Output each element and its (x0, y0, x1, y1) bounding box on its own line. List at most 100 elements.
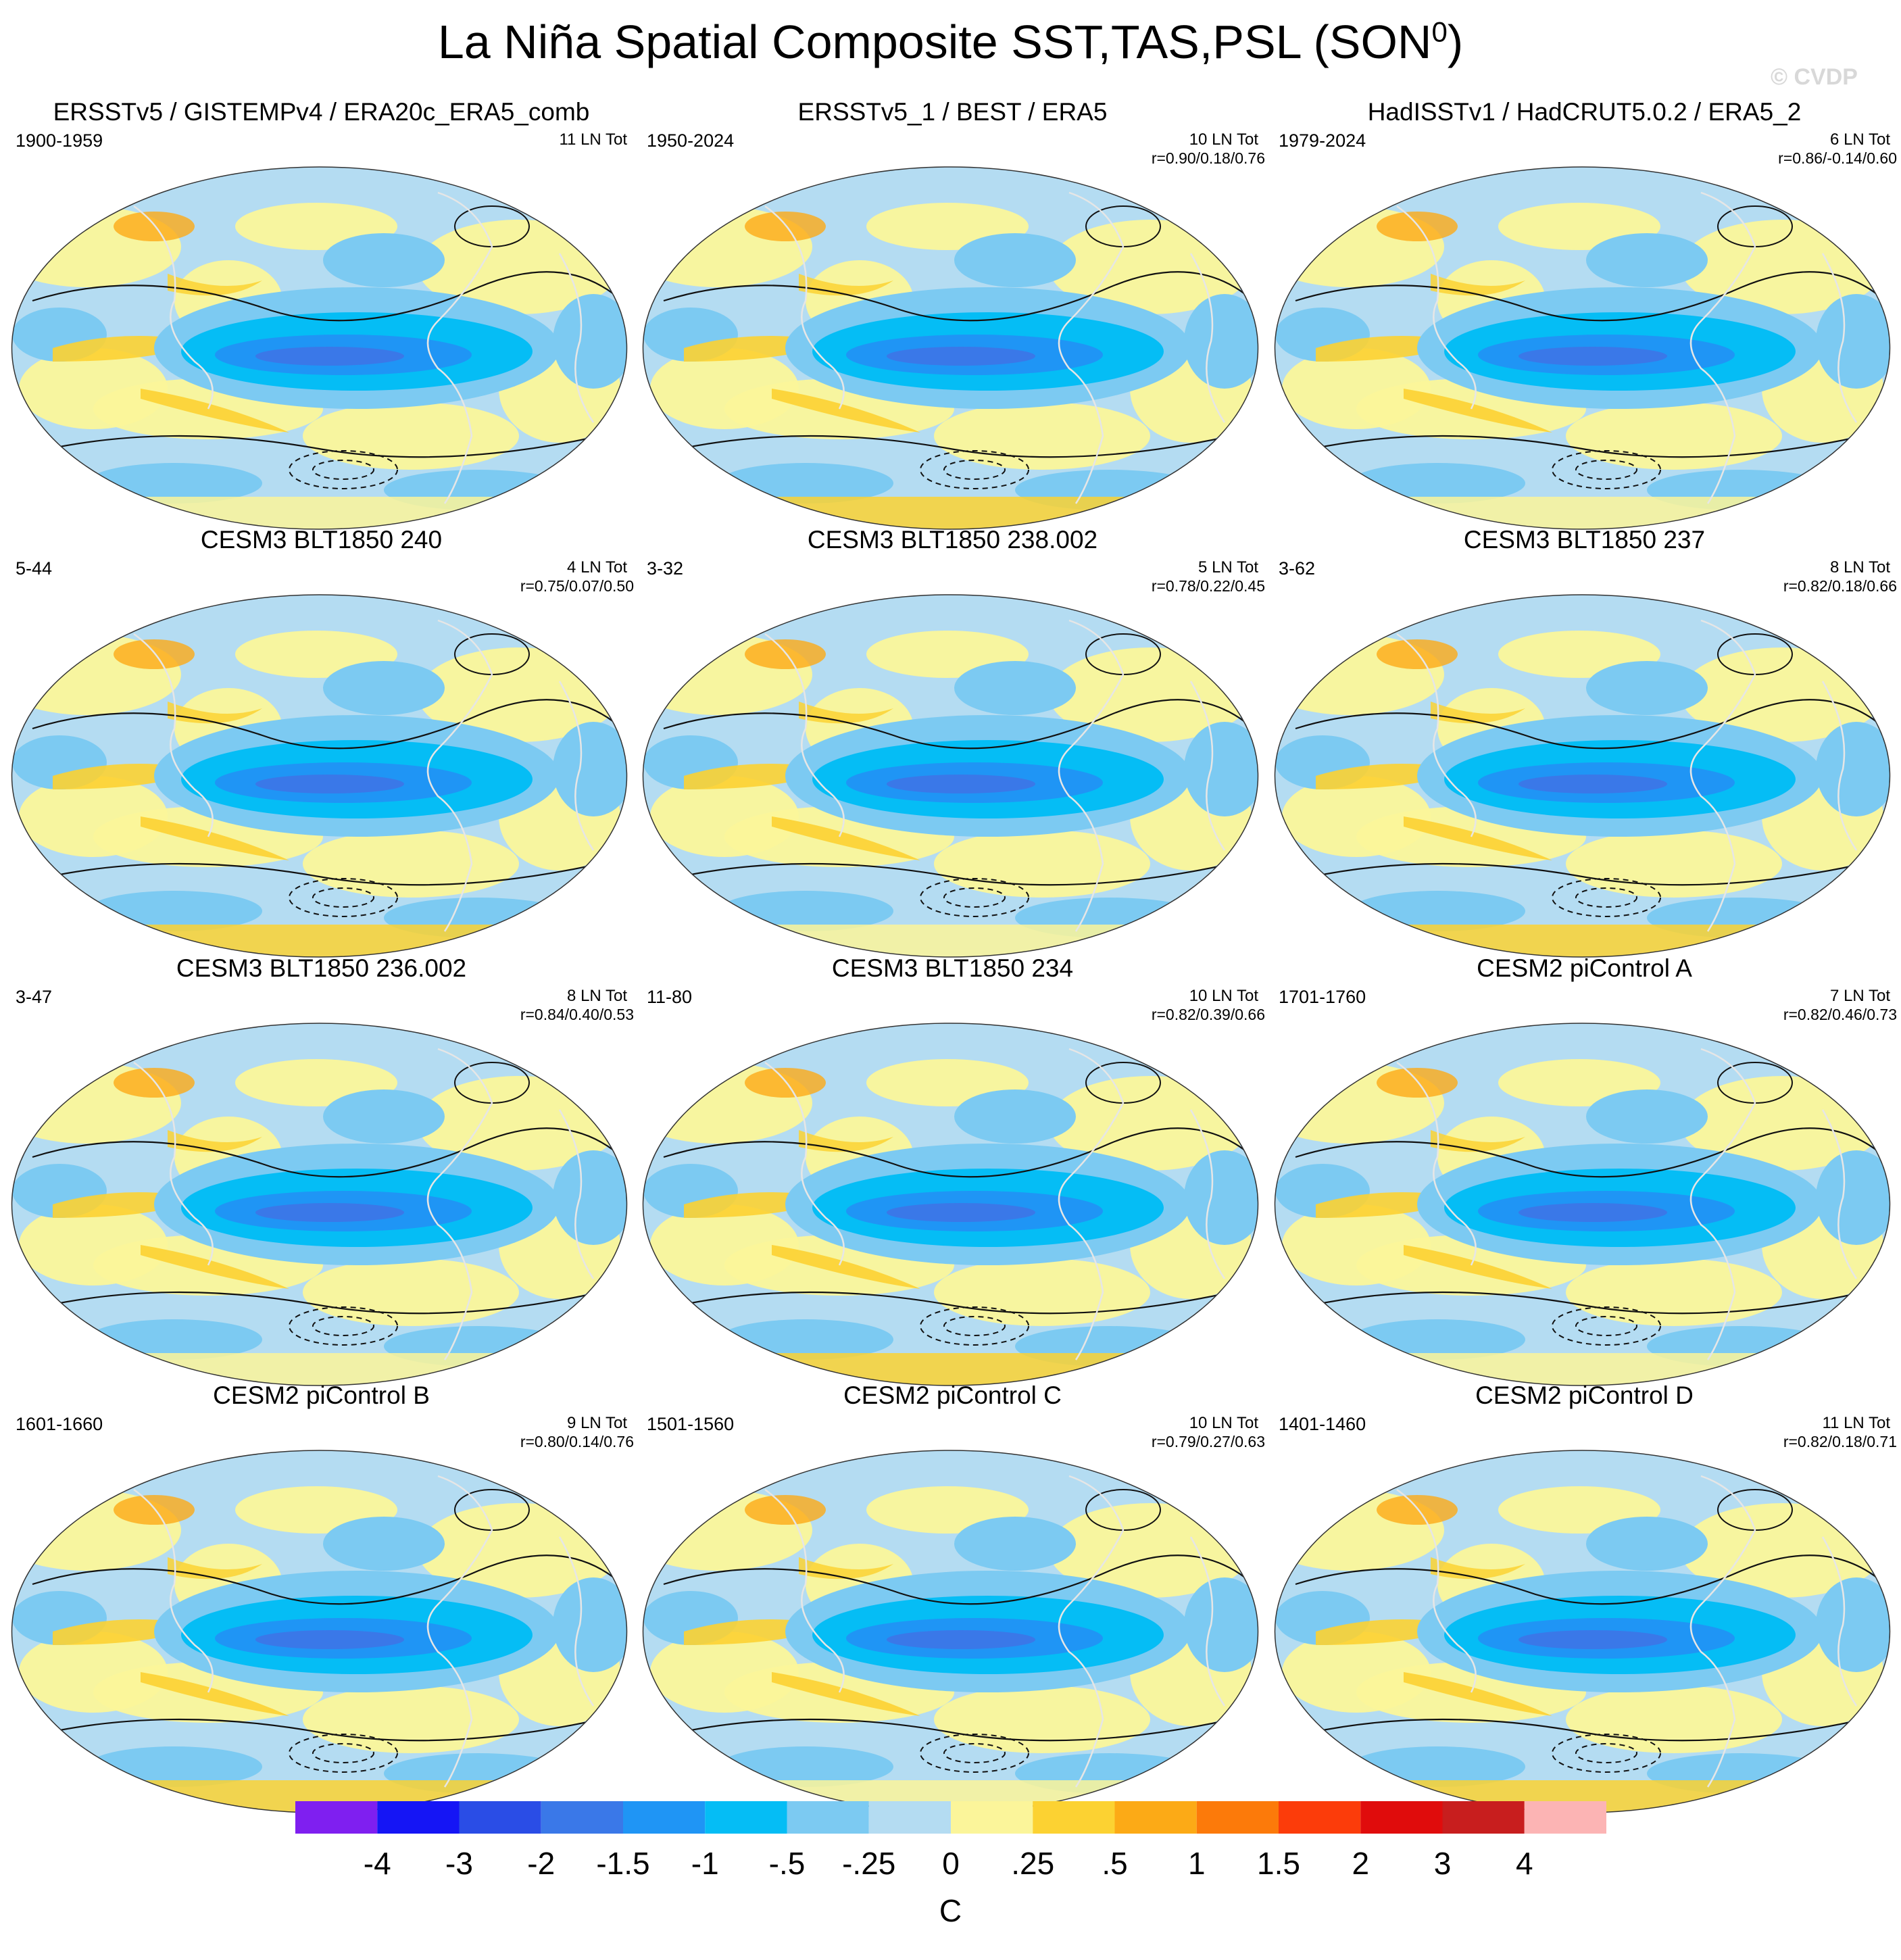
colorbar-tick-label: -2 (527, 1846, 556, 1881)
panel-title: CESM2 piControl A (1477, 954, 1692, 982)
robinson-map (642, 166, 1259, 530)
panel-title: CESM3 BLT1850 236.002 (176, 954, 467, 982)
colorbar-swatch (295, 1801, 378, 1834)
panel-pattern-correlation: r=0.82/0.39/0.66 (1151, 1006, 1265, 1023)
robinson-map (11, 166, 628, 530)
robinson-map (642, 1023, 1259, 1386)
panel-event-count: 9 LN Tot (567, 1414, 627, 1432)
colorbar-swatch (377, 1801, 460, 1834)
panel-period: 1501-1560 (647, 1414, 735, 1434)
panel-pattern-correlation: r=0.90/0.18/0.76 (1151, 149, 1265, 167)
colorbar-tick-label: 1.5 (1257, 1846, 1300, 1881)
colorbar-swatch (623, 1801, 706, 1834)
panel-pattern-correlation: r=0.82/0.46/0.73 (1783, 1006, 1897, 1023)
figure-title: La Niña Spatial Composite SST,TAS,PSL (S… (437, 16, 1464, 68)
panel-period: 5-44 (16, 558, 53, 579)
cvdp-watermark: © CVDP (1771, 64, 1858, 90)
panel-event-count: 10 LN Tot (1189, 130, 1258, 149)
panel-title: CESM3 BLT1850 240 (200, 526, 443, 554)
map-panel: CESM3 BLT1850 236.002 3-47 8 LN Tot r=0.84/… (5, 954, 637, 1387)
panel-pattern-correlation: r=0.82/0.18/0.66 (1783, 577, 1897, 595)
panel-period: 3-47 (16, 987, 53, 1007)
colorbar-swatch (1360, 1801, 1443, 1834)
panel-title: CESM2 piControl C (843, 1381, 1062, 1409)
colorbar-swatch (541, 1801, 623, 1834)
colorbar-tick-label: -1 (691, 1846, 719, 1881)
colorbar-tick-label: 0 (942, 1846, 960, 1881)
panel-title: ERSSTv5_1 / BEST / ERA5 (797, 98, 1108, 126)
panel-pattern-correlation: r=0.79/0.27/0.63 (1151, 1433, 1265, 1450)
map-panel: ERSSTv5 / GISTEMPv4 / ERA20c_ERA5_comb 19… (5, 98, 637, 531)
panel-event-count: 7 LN Tot (1830, 987, 1890, 1005)
panel-title: CESM2 piControl D (1475, 1381, 1694, 1409)
colorbar-tick-label: -3 (445, 1846, 473, 1881)
map-panel: CESM2 piControl C 1501-1560 10 LN Tot r=0.7… (637, 1381, 1268, 1814)
colorbar-swatch (1279, 1801, 1361, 1834)
panel-pattern-correlation: r=0.80/0.14/0.76 (520, 1433, 634, 1450)
panel-title: CESM3 BLT1850 234 (831, 954, 1074, 982)
robinson-map (642, 594, 1259, 958)
panel-period: 1401-1460 (1279, 1414, 1366, 1434)
colorbar-swatch (868, 1801, 951, 1834)
colorbar-swatch (1196, 1801, 1279, 1834)
robinson-map (11, 1023, 628, 1386)
colorbar-swatch (1524, 1801, 1606, 1834)
colorbar (295, 1801, 1606, 1834)
panel-event-count: 4 LN Tot (567, 558, 627, 577)
map-panel: CESM3 BLT1850 238.002 3-32 5 LN Tot r=0.78/… (637, 526, 1268, 958)
colorbar-tick-label: .5 (1102, 1846, 1128, 1881)
panel-title: CESM3 BLT1850 237 (1463, 526, 1706, 554)
panel-event-count: 8 LN Tot (567, 987, 627, 1005)
panel-period: 1979-2024 (1279, 130, 1366, 151)
panel-title: CESM2 piControl B (213, 1381, 430, 1409)
colorbar-tick-label: .25 (1011, 1846, 1055, 1881)
map-panel: CESM3 BLT1850 234 11-80 10 LN Tot r=0.82/0.… (637, 954, 1268, 1387)
map-panel: CESM2 piControl B 1601-1660 9 LN Tot r=0.80… (5, 1381, 637, 1814)
colorbar-swatch (459, 1801, 541, 1834)
colorbar-swatch (951, 1801, 1033, 1834)
colorbar-tick-label: -.5 (768, 1846, 806, 1881)
colorbar-swatch (1114, 1801, 1197, 1834)
panel-period: 3-32 (647, 558, 684, 579)
robinson-map (11, 594, 628, 958)
panel-event-count: 11 LN Tot (1822, 1414, 1890, 1432)
panel-period: 1950-2024 (647, 130, 735, 151)
colorbar-swatch (1033, 1801, 1115, 1834)
panel-pattern-correlation: r=0.82/0.18/0.71 (1783, 1433, 1897, 1450)
robinson-map (1274, 1023, 1891, 1386)
robinson-map (642, 1450, 1259, 1813)
colorbar-swatch (1442, 1801, 1525, 1834)
panel-pattern-correlation: r=0.75/0.07/0.50 (520, 577, 634, 595)
panel-title: ERSSTv5 / GISTEMPv4 / ERA20c_ERA5_comb (53, 98, 590, 126)
panel-event-count: 8 LN Tot (1830, 558, 1890, 577)
robinson-map (11, 1450, 628, 1813)
panel-period: 3-62 (1279, 558, 1316, 579)
panel-event-count: 6 LN Tot (1830, 130, 1890, 149)
robinson-map (1274, 594, 1891, 958)
colorbar-tick-label: 2 (1352, 1846, 1370, 1881)
panel-event-count: 5 LN Tot (1198, 558, 1258, 577)
map-panel: CESM2 piControl A 1701-1760 7 LN Tot r=0.82… (1268, 954, 1900, 1387)
colorbar-swatch (705, 1801, 787, 1834)
robinson-map (1274, 1450, 1891, 1813)
panel-pattern-correlation: r=0.86/-0.14/0.60 (1778, 149, 1897, 167)
panel-event-count: 10 LN Tot (1189, 987, 1258, 1005)
map-panel: ERSSTv5_1 / BEST / ERA5 1950-2024 10 LN To… (637, 98, 1268, 531)
colorbar-tick-label: -4 (363, 1846, 391, 1881)
colorbar-tick-label: 3 (1433, 1846, 1452, 1881)
colorbar-swatch (787, 1801, 869, 1834)
panel-title: CESM3 BLT1850 238.002 (807, 526, 1098, 554)
map-panel: CESM2 piControl D 1401-1460 11 LN Tot r=0.8… (1268, 1381, 1900, 1814)
panel-event-count: 11 LN Tot (559, 130, 627, 149)
robinson-map (1274, 166, 1891, 530)
colorbar-unit: C (939, 1893, 962, 1928)
panel-period: 11-80 (647, 987, 693, 1007)
panel-period: 1701-1760 (1279, 987, 1366, 1007)
panel-period: 1900-1959 (16, 130, 103, 151)
panel-pattern-correlation: r=0.78/0.22/0.45 (1151, 577, 1265, 595)
map-panel: CESM3 BLT1850 237 3-62 8 LN Tot r=0.82/0.18… (1268, 526, 1900, 958)
panel-period: 1601-1660 (16, 1414, 103, 1434)
colorbar-tick-label: 1 (1187, 1846, 1206, 1881)
panel-event-count: 10 LN Tot (1189, 1414, 1258, 1432)
panel-pattern-correlation: r=0.84/0.40/0.53 (520, 1006, 634, 1023)
